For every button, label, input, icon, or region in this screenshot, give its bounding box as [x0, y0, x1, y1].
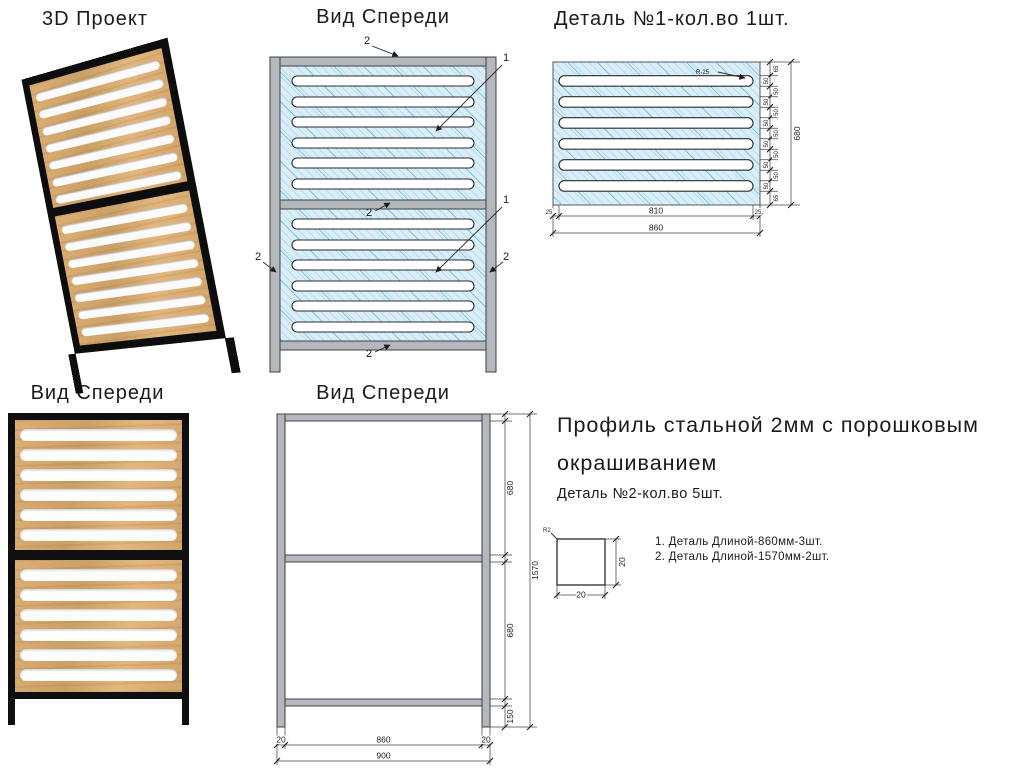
dim-1570: 1570	[530, 561, 540, 580]
title-3d-project: 3D Проект	[0, 8, 190, 31]
dim-20-left: 20	[276, 735, 286, 745]
height-total-label: 680	[792, 126, 802, 140]
spec-heading-line1: Профиль стальной 2мм с порошковым	[557, 413, 979, 438]
top-rail	[277, 414, 490, 421]
front-view-frame-svg: 680 680 150 1570 20 860 20 900	[265, 410, 545, 770]
svg-text:50: 50	[764, 140, 770, 147]
dim-860: 860	[649, 223, 663, 233]
wood-right-leg	[182, 699, 189, 725]
slot	[20, 649, 177, 661]
overall-height-dim: 680	[788, 59, 802, 208]
profile-height-label: 20	[617, 557, 627, 567]
slot	[20, 589, 177, 601]
3d-upper-wood-panel	[29, 48, 187, 208]
steel-frame-outline	[277, 414, 490, 727]
slot	[20, 429, 177, 441]
front-view-wood	[5, 410, 200, 732]
title-detail-1: Деталь №1-кол.во 1шт.	[554, 8, 790, 31]
left-post	[277, 414, 285, 727]
callout-left: 2	[255, 251, 261, 263]
dim-150: 150	[505, 709, 515, 723]
slot	[20, 509, 177, 521]
profile-square	[557, 539, 605, 585]
slot	[20, 669, 177, 681]
wood-middle-rail	[15, 550, 182, 560]
svg-text:50: 50	[774, 109, 780, 116]
title-front-view-frame: Вид Спереди	[270, 382, 496, 405]
middle-rail	[278, 555, 489, 562]
slot	[20, 529, 177, 541]
left-post	[270, 57, 280, 372]
spec-note-1: 1. Деталь Длиной-860мм-3шт.	[655, 536, 823, 548]
slot	[20, 569, 177, 581]
dim-25-right: 25	[755, 210, 762, 216]
3d-panel-frame	[22, 38, 226, 354]
callout-top: 2	[364, 35, 370, 47]
dim-680-upper: 680	[505, 481, 515, 495]
drawing-canvas: 3D Проект Вид Спереди Деталь №1-кол.во 1…	[0, 0, 1021, 770]
radius-label: R-25	[696, 70, 710, 76]
svg-text:50: 50	[764, 161, 770, 168]
title-front-view-wood: Вид Спереди	[0, 382, 195, 405]
middle-rail	[270, 200, 496, 209]
bottom-dims: 25 810 25 860	[546, 205, 763, 237]
slot	[20, 469, 177, 481]
callout-bottom: 2	[366, 348, 372, 360]
svg-text:50: 50	[774, 172, 780, 179]
spec-subheading: Деталь №2-кол.во 5шт.	[557, 486, 723, 502]
right-post	[482, 414, 490, 727]
top-rail	[270, 57, 496, 66]
svg-text:65: 65	[774, 65, 780, 72]
dim-680-lower: 680	[505, 623, 515, 637]
dim-860: 860	[376, 735, 390, 745]
front-view-top-svg: 2 1 2 1 2 2 2	[250, 30, 520, 380]
dim-25-left: 25	[546, 210, 553, 216]
callout-upper-panel: 1	[503, 52, 509, 64]
slot	[20, 629, 177, 641]
wood-lower-panel	[15, 560, 182, 692]
right-dim-ticks	[502, 411, 533, 730]
slot	[20, 449, 177, 461]
bottom-rail	[278, 699, 489, 706]
dim-810: 810	[649, 206, 663, 216]
svg-text:50: 50	[774, 130, 780, 137]
svg-text:65: 65	[774, 194, 780, 201]
3d-view	[10, 35, 220, 380]
svg-text:50: 50	[764, 182, 770, 189]
svg-text:50: 50	[764, 98, 770, 105]
dim-900: 900	[376, 751, 390, 761]
slot	[20, 609, 177, 621]
wood-frame	[8, 413, 189, 699]
detail-1-svg: R-25	[540, 35, 832, 247]
profile-section-svg: R2 20 20	[540, 522, 655, 612]
svg-text:50: 50	[764, 77, 770, 84]
svg-text:50: 50	[774, 151, 780, 158]
slot	[20, 489, 177, 501]
3d-lower-wood-panel	[55, 190, 217, 345]
callout-middle: 2	[366, 207, 372, 219]
title-front-view-top: Вид Спереди	[270, 6, 496, 29]
dim-20-right: 20	[481, 735, 491, 745]
profile-radius-label: R2	[543, 528, 551, 534]
right-dim-labels: 680 680 150 1570	[505, 481, 540, 724]
3d-right-leg	[225, 337, 241, 373]
wood-left-leg	[8, 699, 15, 725]
profile-width-label: 20	[576, 590, 586, 600]
spec-heading-line2: окрашиванием	[557, 451, 717, 476]
svg-text:50: 50	[774, 88, 780, 95]
callout-right: 2	[503, 251, 509, 263]
spec-note-2: 2. Деталь Длиной-1570мм-2шт.	[655, 551, 829, 563]
svg-text:50: 50	[764, 119, 770, 126]
wood-upper-panel	[15, 420, 182, 550]
bottom-dim-labels: 20 860 20 900	[276, 735, 491, 761]
callout-lower-panel: 1	[503, 194, 509, 206]
